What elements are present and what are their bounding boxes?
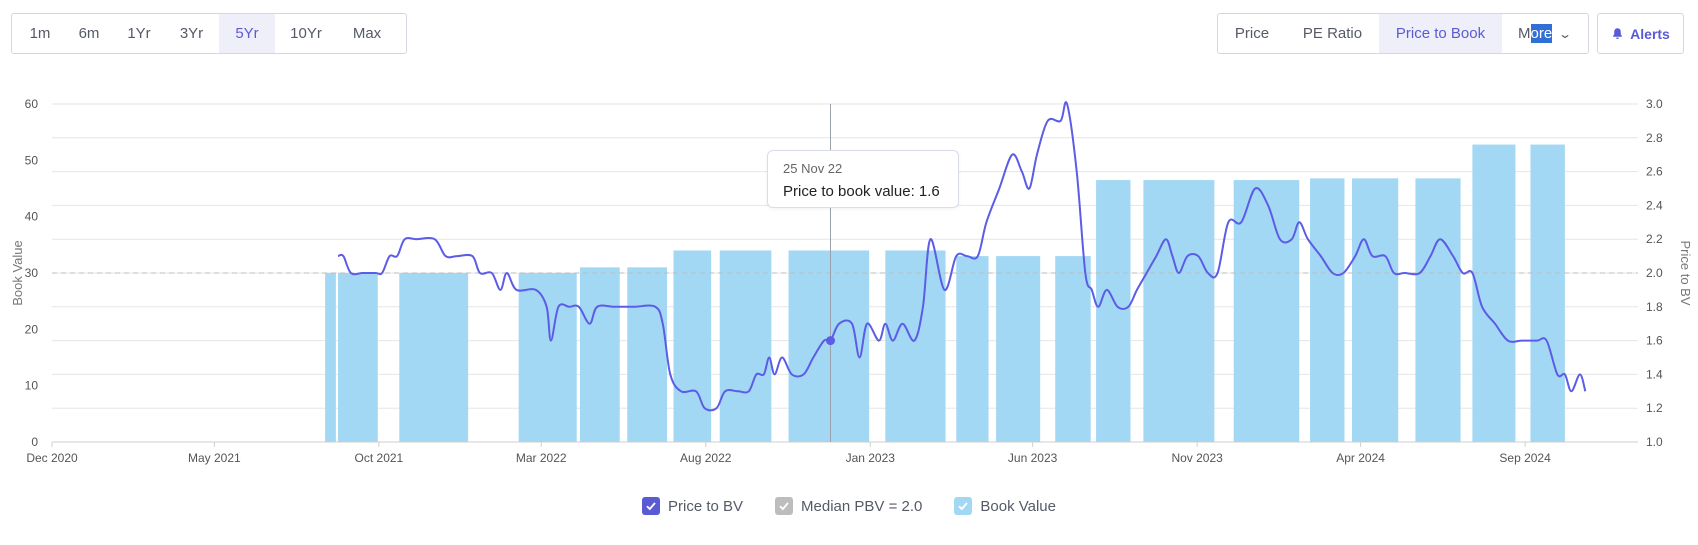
- range-tab-1yr[interactable]: 1Yr: [127, 25, 151, 42]
- book-value-bar: [518, 273, 577, 442]
- y-right-tick-label: 2.2: [1646, 232, 1663, 246]
- metric-tab-price-to-book[interactable]: Price to Book: [1379, 14, 1502, 53]
- book-value-bar: [1530, 144, 1565, 442]
- price-to-bv-line: [337, 101, 1587, 412]
- checkbox-checked-icon: [954, 497, 973, 515]
- y-left-tick-label: 0: [31, 435, 38, 449]
- range-tab-5yr[interactable]: 5Yr: [219, 14, 275, 53]
- book-value-bars: [325, 144, 1565, 443]
- x-tick-label: Sep 2024: [1499, 451, 1551, 465]
- book-value-bar: [1472, 144, 1516, 442]
- y-left-tick-label: 60: [25, 97, 39, 111]
- y-left-title: Book Value: [10, 240, 25, 306]
- book-value-bar: [956, 256, 989, 442]
- legend-label: Book Value: [980, 497, 1056, 515]
- book-value-bar: [1233, 180, 1300, 443]
- book-value-bar: [1096, 180, 1131, 443]
- legend-book-value[interactable]: Book Value: [954, 497, 1056, 515]
- y-right-tick-label: 1.8: [1646, 300, 1663, 314]
- metric-tab-pe-ratio[interactable]: PE Ratio: [1302, 25, 1363, 42]
- range-tab-10yr[interactable]: 10Yr: [290, 25, 322, 42]
- chart-legend: Price to BV Median PBV = 2.0 Book Value: [0, 497, 1698, 515]
- y-left-tick-label: 20: [25, 322, 39, 336]
- book-value-bar: [719, 250, 772, 442]
- book-value-bar: [673, 250, 712, 442]
- y-right-tick-label: 2.8: [1646, 131, 1663, 145]
- y-right-tick-label: 1.4: [1646, 367, 1663, 381]
- y-right-title: Price to BV: [1678, 240, 1693, 305]
- x-tick-label: Apr 2024: [1336, 451, 1385, 465]
- x-tick-label: Aug 2022: [680, 451, 732, 465]
- legend-price-to-bv[interactable]: Price to BV: [642, 497, 743, 515]
- range-tab-6m[interactable]: 6m: [78, 25, 100, 42]
- y-left-tick-label: 10: [25, 379, 39, 393]
- bell-icon: [1613, 28, 1623, 39]
- book-value-bar: [1351, 178, 1399, 443]
- axis-titles: Book Value Price to BV: [10, 240, 1693, 306]
- range-tab-3yr[interactable]: 3Yr: [179, 25, 204, 42]
- metric-tab-price[interactable]: Price: [1234, 25, 1270, 42]
- book-value-bar: [1310, 178, 1345, 443]
- y-left-tick-label: 50: [25, 153, 39, 167]
- x-tick-label: Dec 2020: [26, 451, 78, 465]
- x-tick-label: May 2021: [188, 451, 241, 465]
- y-right-tick-label: 2.6: [1646, 165, 1663, 179]
- checkbox-checked-icon: [775, 497, 794, 515]
- book-value-bar: [885, 250, 946, 442]
- chevron-down-icon: ⌄: [1558, 26, 1573, 41]
- book-value-bar: [1055, 256, 1091, 442]
- x-tick-label: Mar 2022: [516, 451, 567, 465]
- book-value-bar: [1143, 180, 1215, 443]
- y-right-tick-label: 2.4: [1646, 198, 1663, 212]
- range-tab-1m[interactable]: 1m: [29, 25, 51, 42]
- y-right-tick-label: 2.0: [1646, 266, 1663, 280]
- y-right-tick-label: 3.0: [1646, 97, 1663, 111]
- legend-label: Median PBV = 2.0: [801, 497, 923, 515]
- book-value-bar: [399, 273, 469, 442]
- chart-tooltip: 25 Nov 22 Price to book value: 1.6: [767, 150, 959, 208]
- checkbox-checked-icon: [642, 497, 661, 515]
- x-axis: Dec 2020 May 2021 Oct 2021 Mar 2022 Aug 2022…: [26, 442, 1551, 465]
- y-right-tick-label: 1.0: [1646, 435, 1663, 449]
- more-label-selection: ore: [1530, 24, 1553, 43]
- book-value-bar: [996, 256, 1041, 442]
- price-to-bv-series: [337, 101, 1587, 412]
- y-axis-left: 0 10 20 30 40 50 60: [25, 97, 39, 449]
- time-range-selector: 1m 6m 1Yr 3Yr 5Yr 10Yr Max: [11, 13, 407, 54]
- book-value-bar: [627, 267, 668, 442]
- hover-point-marker: [825, 336, 835, 346]
- y-axis-right: 1.0 1.2 1.4 1.6 1.8 2.0 2.2 2.4 2.6 2.8 3.0: [1646, 97, 1663, 449]
- x-tick-label: Jun 2023: [1008, 451, 1058, 465]
- tooltip-value: Price to book value: 1.6: [783, 183, 940, 200]
- legend-median-pbv[interactable]: Median PBV = 2.0: [775, 497, 922, 515]
- more-label-prefix: M: [1518, 25, 1531, 42]
- y-left-tick-label: 40: [25, 210, 39, 224]
- x-tick-label: Oct 2021: [355, 451, 404, 465]
- x-tick-label: Nov 2023: [1171, 451, 1223, 465]
- book-value-bar: [338, 273, 378, 442]
- alerts-button[interactable]: Alerts: [1597, 13, 1684, 54]
- alerts-label: Alerts: [1630, 25, 1670, 42]
- book-value-bar: [579, 267, 620, 442]
- book-value-bar: [1415, 178, 1461, 443]
- book-value-bar: [325, 273, 336, 442]
- y-right-tick-label: 1.2: [1646, 401, 1663, 415]
- legend-label: Price to BV: [668, 497, 744, 515]
- y-right-tick-label: 1.6: [1646, 334, 1663, 348]
- range-tab-max[interactable]: Max: [352, 25, 382, 42]
- y-left-tick-label: 30: [25, 266, 39, 280]
- tooltip-date: 25 Nov 22: [783, 161, 843, 176]
- x-tick-label: Jan 2023: [846, 451, 896, 465]
